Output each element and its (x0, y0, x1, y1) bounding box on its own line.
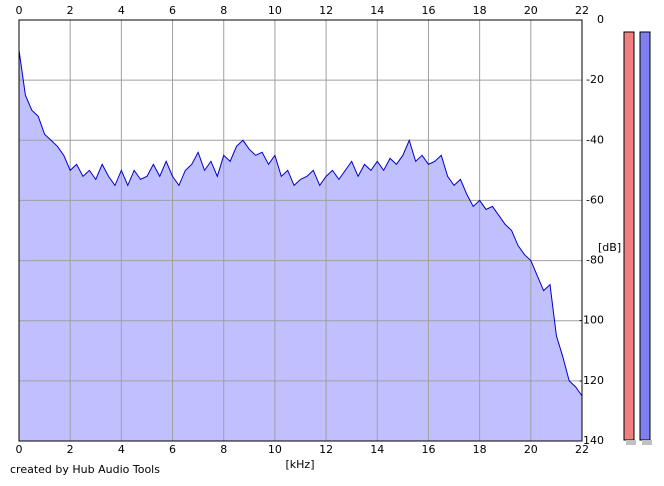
x-tick-label: 18 (473, 443, 487, 456)
right-level-meter (639, 31, 651, 441)
x-tick-label-top: 8 (220, 4, 227, 17)
x-tick-label-top: 10 (268, 4, 282, 17)
meter-shadow (642, 440, 652, 445)
meter-shadow (626, 440, 636, 445)
y-tick-label: -20 (586, 73, 604, 86)
x-tick-label: 6 (169, 443, 176, 456)
x-tick-label: 16 (421, 443, 435, 456)
credit: created by Hub Audio Tools (10, 463, 160, 476)
x-tick-label: 2 (67, 443, 74, 456)
x-tick-label-top: 0 (16, 4, 23, 17)
left-level-meter (623, 31, 635, 441)
y-tick-label: -100 (579, 314, 604, 327)
plot-frame (18, 19, 583, 442)
y-tick-label: -80 (586, 254, 604, 267)
x-tick-label-top: 20 (524, 4, 538, 17)
x-tick-label-top: 2 (67, 4, 74, 17)
x-tick-label-top: 12 (319, 4, 333, 17)
x-axis-label: [kHz] (286, 458, 315, 471)
x-tick-label: 8 (220, 443, 227, 456)
x-tick-label-top: 16 (421, 4, 435, 17)
x-tick-label: 14 (370, 443, 384, 456)
y-tick-label: -120 (579, 374, 604, 387)
x-tick-label-top: 18 (473, 4, 487, 17)
x-tick-label: 22 (575, 443, 589, 456)
x-tick-label: 4 (118, 443, 125, 456)
y-tick-label: -40 (586, 133, 604, 146)
y-tick-label: -60 (586, 193, 604, 206)
x-tick-label: 12 (319, 443, 333, 456)
y-tick-label: -140 (579, 434, 604, 447)
x-tick-label: 0 (16, 443, 23, 456)
x-tick-label: 20 (524, 443, 538, 456)
x-tick-label-top: 14 (370, 4, 384, 17)
x-tick-label-top: 22 (575, 4, 589, 17)
x-tick-label-top: 6 (169, 4, 176, 17)
x-tick-label: 10 (268, 443, 282, 456)
y-axis-label: [dB] (598, 241, 621, 254)
spectrum-line (18, 50, 583, 397)
spectrum-area (19, 50, 582, 441)
y-tick-label: 0 (597, 13, 604, 26)
x-tick-label-top: 4 (118, 4, 125, 17)
